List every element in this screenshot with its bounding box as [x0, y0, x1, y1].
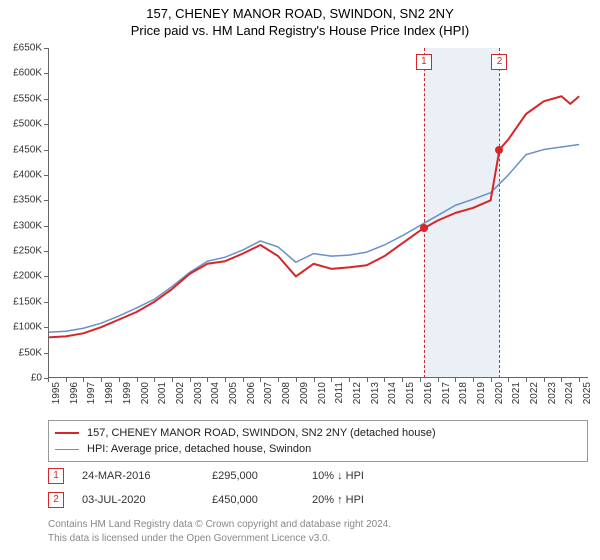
x-tick-label: 2001: [157, 382, 168, 404]
y-tick-label: £400K: [13, 169, 42, 180]
chart-area: 12 £0£50K£100K£150K£200K£250K£300K£350K£…: [48, 48, 588, 378]
y-tick-label: £50K: [19, 347, 42, 358]
x-tick-label: 2015: [405, 382, 416, 404]
y-tick-label: £150K: [13, 296, 42, 307]
x-tick-label: 2021: [511, 382, 522, 404]
y-tick-label: £600K: [13, 68, 42, 79]
x-tick-label: 2006: [246, 382, 257, 404]
x-tick-label: 2016: [423, 382, 434, 404]
x-tick-label: 2018: [458, 382, 469, 404]
x-tick-label: 2024: [564, 382, 575, 404]
x-tick-label: 2007: [263, 382, 274, 404]
sale-date-2: 03-JUL-2020: [82, 494, 212, 506]
y-tick-label: £0: [31, 373, 42, 384]
y-tick-label: £300K: [13, 220, 42, 231]
sale-row-1: 1 24-MAR-2016 £295,000 10% ↓ HPI: [48, 464, 588, 488]
legend-swatch-1: [55, 432, 79, 434]
legend-item-1: 157, CHENEY MANOR ROAD, SWINDON, SN2 2NY…: [55, 425, 581, 441]
x-tick-label: 2000: [140, 382, 151, 404]
y-tick-label: £250K: [13, 246, 42, 257]
x-tick-label: 2023: [547, 382, 558, 404]
x-tick-label: 2020: [494, 382, 505, 404]
sale-price-2: £450,000: [212, 494, 312, 506]
footer-line-2: This data is licensed under the Open Gov…: [48, 532, 588, 546]
y-tick-label: £200K: [13, 271, 42, 282]
x-tick-label: 2014: [387, 382, 398, 404]
x-tick-label: 2022: [529, 382, 540, 404]
legend-swatch-2: [55, 449, 79, 450]
x-tick-label: 2011: [334, 382, 345, 404]
x-tick-label: 2005: [228, 382, 239, 404]
sale-row-2: 2 03-JUL-2020 £450,000 20% ↑ HPI: [48, 488, 588, 512]
footer-line-1: Contains HM Land Registry data © Crown c…: [48, 518, 588, 532]
sale-marker-1: 1: [48, 468, 64, 484]
x-tick-label: 1996: [69, 382, 80, 404]
sale-marker-2: 2: [48, 492, 64, 508]
x-tick-label: 2002: [175, 382, 186, 404]
y-tick-label: £450K: [13, 144, 42, 155]
x-tick-label: 2017: [441, 382, 452, 404]
x-tick-label: 2012: [352, 382, 363, 404]
x-tick-label: 1998: [104, 382, 115, 404]
y-tick-label: £650K: [13, 43, 42, 54]
legend: 157, CHENEY MANOR ROAD, SWINDON, SN2 2NY…: [48, 420, 588, 462]
sales-table: 1 24-MAR-2016 £295,000 10% ↓ HPI 2 03-JU…: [48, 464, 588, 512]
sale-hpi-2: 20% ↑ HPI: [312, 494, 422, 506]
chart-container: 157, CHENEY MANOR ROAD, SWINDON, SN2 2NY…: [0, 0, 600, 560]
x-tick-label: 2013: [370, 382, 381, 404]
x-tick-label: 2025: [582, 382, 593, 404]
x-tick-label: 2009: [299, 382, 310, 404]
sale-date-1: 24-MAR-2016: [82, 470, 212, 482]
x-tick-label: 2008: [281, 382, 292, 404]
y-tick-label: £350K: [13, 195, 42, 206]
plot-border: [48, 48, 588, 378]
sale-hpi-1: 10% ↓ HPI: [312, 470, 422, 482]
x-tick-label: 2004: [210, 382, 221, 404]
y-tick-label: £500K: [13, 119, 42, 130]
x-tick-label: 1995: [51, 382, 62, 404]
y-tick-label: £100K: [13, 322, 42, 333]
title-line-2: Price paid vs. HM Land Registry's House …: [0, 23, 600, 38]
x-tick-label: 2010: [317, 382, 328, 404]
x-tick-label: 1997: [86, 382, 97, 404]
sale-price-1: £295,000: [212, 470, 312, 482]
y-tick-label: £550K: [13, 93, 42, 104]
x-tick-label: 2019: [476, 382, 487, 404]
title-line-1: 157, CHENEY MANOR ROAD, SWINDON, SN2 2NY: [0, 6, 600, 21]
titles: 157, CHENEY MANOR ROAD, SWINDON, SN2 2NY…: [0, 0, 600, 38]
legend-label-2: HPI: Average price, detached house, Swin…: [87, 443, 311, 455]
legend-label-1: 157, CHENEY MANOR ROAD, SWINDON, SN2 2NY…: [87, 427, 436, 439]
x-tick-label: 2003: [193, 382, 204, 404]
legend-item-2: HPI: Average price, detached house, Swin…: [55, 441, 581, 457]
footer: Contains HM Land Registry data © Crown c…: [48, 518, 588, 545]
x-tick-label: 1999: [122, 382, 133, 404]
